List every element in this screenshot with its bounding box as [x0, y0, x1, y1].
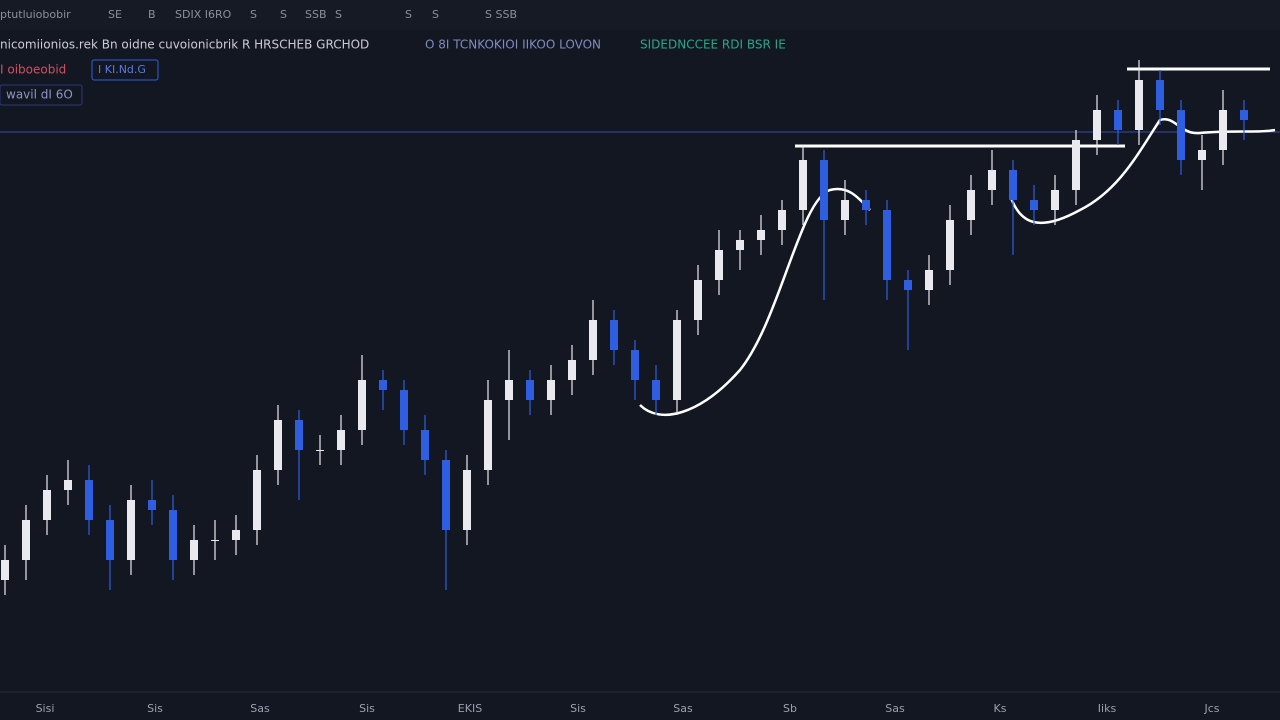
candle-body [925, 270, 933, 290]
candle-body [1177, 110, 1185, 160]
candle-body [106, 520, 114, 560]
legend-text: nicomiionios.rek Bn oidne cuvoionicbrik … [0, 38, 369, 52]
candle-body [232, 530, 240, 540]
candle-body [190, 540, 198, 560]
candle-body [22, 520, 30, 560]
candle-body [883, 210, 891, 280]
candle-body [463, 470, 471, 530]
toolbar-item[interactable]: S [405, 8, 412, 21]
candle-body [43, 490, 51, 520]
legend-text: wavil dI 6O [6, 88, 73, 102]
legend-text: I oiboeobid [0, 63, 66, 77]
candle-body [946, 220, 954, 270]
candle-body [85, 480, 93, 520]
toolbar-item[interactable]: B [148, 8, 156, 21]
legend-text: O 8I TCNKOKIOI IIKOO LOVON [425, 38, 601, 52]
candle-body [169, 510, 177, 560]
x-tick-label: Jcs [1203, 702, 1219, 715]
toolbar-item[interactable]: ptutluiobobir [0, 8, 71, 21]
candle-body [1093, 110, 1101, 140]
candle-body [337, 430, 345, 450]
toolbar-item[interactable]: S [432, 8, 439, 21]
x-tick-label: Iiks [1098, 702, 1117, 715]
candle-body [757, 230, 765, 240]
candle-body [1240, 110, 1248, 120]
legend-frame [0, 84, 83, 106]
candle-body [568, 360, 576, 380]
candle-body [631, 350, 639, 380]
badge-frame[interactable] [91, 59, 159, 81]
candle-body [64, 480, 72, 490]
candle-body [400, 390, 408, 430]
candle-body [967, 190, 975, 220]
candle-body [547, 380, 555, 400]
x-tick-label: Sis [147, 702, 163, 715]
candle-body [148, 500, 156, 510]
candle-body [505, 380, 513, 400]
candle-body [379, 380, 387, 390]
candle-body [715, 250, 723, 280]
toolbar-item[interactable]: S [335, 8, 342, 21]
legend-text: SIDEDNCCEE RDI BSR IE [640, 38, 786, 52]
candle-body [736, 240, 744, 250]
toolbar-item[interactable]: SDIX I6RO [175, 8, 232, 21]
candle-body [1114, 110, 1122, 130]
candle-body [1030, 200, 1038, 210]
candle-body [1051, 190, 1059, 210]
x-tick-label: Sisi [36, 702, 55, 715]
candle-body [442, 460, 450, 530]
toolbar-item[interactable]: SSB [305, 8, 327, 21]
x-tick-label: Ks [994, 702, 1007, 715]
candle-body [799, 160, 807, 210]
candle-body [358, 380, 366, 430]
candle-body [1135, 80, 1143, 130]
toolbar-item[interactable]: SE [108, 8, 122, 21]
x-tick-label: Sas [250, 702, 270, 715]
candle-body [1072, 140, 1080, 190]
candle-body [988, 170, 996, 190]
plot [1, 60, 1248, 595]
candle-body [1009, 170, 1017, 200]
candle-body [1, 560, 9, 580]
toolbar-item[interactable]: S [280, 8, 287, 21]
candle-body [295, 420, 303, 450]
x-tick-label: Sas [885, 702, 905, 715]
candle-body [316, 450, 324, 451]
candle-body [862, 200, 870, 210]
candle-body [526, 380, 534, 400]
x-tick-label: EKIS [458, 702, 482, 715]
toolbar [0, 0, 1280, 30]
toolbar-items: ptutluiobobir SE B SDIX I6RO S S SSB S S S S SSB [0, 8, 517, 21]
candle-body [211, 540, 219, 541]
candle-body [274, 420, 282, 470]
candle-body [421, 430, 429, 460]
candle-body [652, 380, 660, 400]
badge[interactable]: I KI.Nd.G [98, 63, 146, 76]
x-tick-label: Sas [673, 702, 693, 715]
candle-body [1198, 150, 1206, 160]
candle-body [253, 470, 261, 530]
candle-body [127, 500, 135, 560]
toolbar-item[interactable]: S [250, 8, 257, 21]
candle-body [589, 320, 597, 360]
candle-body [610, 320, 618, 350]
candle-body [820, 160, 828, 220]
candle-body [673, 320, 681, 400]
x-tick-label: Sis [359, 702, 375, 715]
x-tick-label: Sb [783, 702, 797, 715]
candle-body [1219, 110, 1227, 150]
candle-body [484, 400, 492, 470]
candle-body [778, 210, 786, 230]
toolbar-item[interactable]: S SSB [485, 8, 517, 21]
x-tick-label: Sis [570, 702, 586, 715]
candle-body [841, 200, 849, 220]
candle-body [904, 280, 912, 290]
candle-body [694, 280, 702, 320]
candle-body [1156, 80, 1164, 110]
